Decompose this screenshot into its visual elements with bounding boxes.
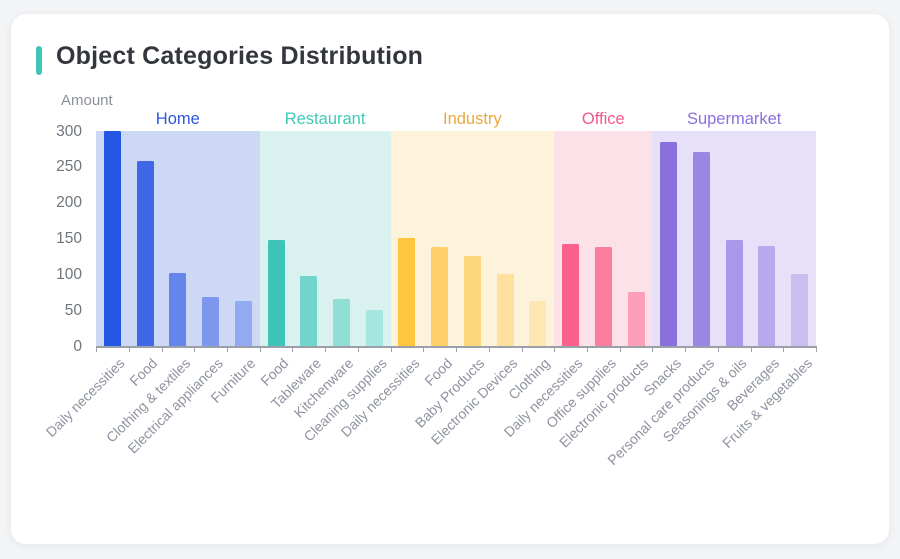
bar-home-daily-necessities[interactable] bbox=[103, 131, 121, 346]
group-label-industry: Industry bbox=[442, 110, 502, 128]
group-label-home: Home bbox=[155, 110, 200, 128]
x-axis-tick bbox=[325, 346, 327, 352]
x-axis-tick bbox=[554, 346, 556, 352]
bar-home-furniture[interactable] bbox=[234, 301, 252, 346]
bar-restaurant-kitchenware[interactable] bbox=[333, 299, 350, 346]
bar-supermarket-personal-care-products[interactable] bbox=[693, 152, 710, 346]
bar-home-food[interactable] bbox=[136, 161, 154, 346]
x-axis-tick bbox=[128, 346, 130, 352]
bar-restaurant-food[interactable] bbox=[267, 240, 285, 346]
bar-restaurant-cleaning-supplies[interactable] bbox=[365, 310, 383, 346]
x-axis-tick bbox=[259, 346, 261, 352]
x-axis-tick bbox=[750, 346, 752, 352]
y-tick-label: 250 bbox=[56, 158, 82, 176]
page-title: Object Categories Distribution bbox=[56, 42, 424, 70]
bar-home-electrical-appliances[interactable] bbox=[202, 297, 219, 346]
x-axis-tick bbox=[423, 346, 425, 352]
x-axis-tick bbox=[357, 346, 359, 352]
x-axis-tick bbox=[96, 346, 97, 352]
bar-supermarket-snacks[interactable] bbox=[660, 142, 678, 346]
x-axis-tick bbox=[816, 346, 817, 352]
x-axis-tick bbox=[619, 346, 621, 352]
y-tick-label: 200 bbox=[56, 194, 82, 212]
bar-industry-electronic-devices[interactable] bbox=[496, 274, 514, 346]
y-tick-label: 300 bbox=[56, 122, 82, 140]
bar-supermarket-fruits-vegetables[interactable] bbox=[791, 274, 809, 346]
bar-supermarket-beverages[interactable] bbox=[758, 246, 776, 346]
bar-industry-food[interactable] bbox=[431, 247, 449, 346]
x-axis-tick bbox=[161, 346, 163, 352]
bar-industry-daily-necessities[interactable] bbox=[398, 238, 416, 346]
x-axis-tick bbox=[783, 346, 785, 352]
bar-restaurant-tableware[interactable] bbox=[300, 276, 318, 346]
x-axis-tick bbox=[521, 346, 523, 352]
y-tick-label: 0 bbox=[73, 337, 82, 355]
y-axis-title: Amount bbox=[61, 92, 113, 109]
chart-card: Object Categories Distribution Amount Ho… bbox=[10, 13, 890, 545]
bar-industry-clothing[interactable] bbox=[529, 301, 547, 346]
x-axis-tick bbox=[717, 346, 719, 352]
x-axis-tick bbox=[456, 346, 457, 352]
bar-office-daily-necessities[interactable] bbox=[562, 244, 579, 346]
bar-industry-baby-products[interactable] bbox=[463, 256, 481, 346]
y-tick-label: 150 bbox=[56, 230, 82, 247]
x-axis-tick bbox=[586, 346, 588, 352]
bar-chart: Home Daily necessities Food Clothing & text… bbox=[11, 14, 889, 544]
y-tick-label: 50 bbox=[64, 301, 82, 319]
x-axis-tick bbox=[292, 346, 294, 352]
title-accent-bar bbox=[36, 46, 42, 75]
y-tick-label: 100 bbox=[56, 265, 82, 283]
bar-home-clothing-textiles[interactable] bbox=[169, 273, 187, 346]
bar-office-office-supplies[interactable] bbox=[594, 247, 612, 346]
bar-supermarket-seasonings-oils[interactable] bbox=[725, 240, 743, 346]
x-axis-tick bbox=[488, 346, 490, 352]
x-axis-tick bbox=[685, 346, 687, 352]
group-label-office: Office bbox=[581, 110, 625, 128]
group-label-supermarket: Supermarket bbox=[686, 110, 782, 128]
group-label-restaurant: Restaurant bbox=[284, 110, 366, 128]
x-axis-tick bbox=[194, 346, 196, 352]
bar-office-electronic-products[interactable] bbox=[627, 292, 645, 346]
x-axis-tick bbox=[652, 346, 654, 352]
x-axis-tick bbox=[226, 346, 228, 352]
x-axis-tick bbox=[390, 346, 392, 352]
